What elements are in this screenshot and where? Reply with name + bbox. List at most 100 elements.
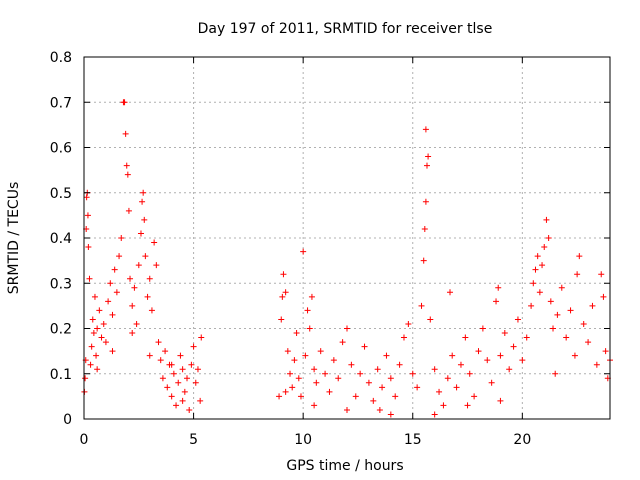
data-point — [528, 302, 535, 309]
data-point — [576, 253, 583, 260]
data-point — [105, 298, 112, 305]
data-point — [530, 280, 537, 287]
data-point — [396, 361, 403, 368]
data-point — [574, 271, 581, 278]
data-point — [194, 366, 201, 373]
data-point — [440, 402, 447, 409]
data-point — [493, 298, 500, 305]
data-point — [280, 271, 287, 278]
data-point — [571, 352, 578, 359]
data-point — [131, 284, 138, 291]
data-point — [464, 402, 471, 409]
data-point — [344, 325, 350, 332]
data-point — [116, 253, 123, 260]
data-point — [133, 320, 140, 327]
data-point — [409, 370, 416, 377]
data-point — [82, 375, 89, 382]
data-point — [479, 325, 486, 332]
data-point — [184, 375, 191, 382]
data-point — [137, 230, 144, 237]
data-point — [192, 379, 199, 386]
data-point — [83, 194, 90, 201]
data-point — [98, 334, 105, 341]
data-point — [387, 375, 394, 382]
data-point — [142, 253, 149, 260]
data-point — [153, 262, 160, 269]
data-point — [109, 311, 116, 318]
data-point — [567, 307, 574, 314]
data-point — [188, 361, 195, 368]
data-point — [291, 357, 298, 364]
data-point — [94, 325, 101, 332]
data-point — [418, 302, 425, 309]
data-point — [302, 352, 309, 359]
data-point — [457, 361, 464, 368]
data-point — [140, 189, 147, 196]
data-point — [539, 262, 546, 269]
data-point — [589, 302, 596, 309]
data-point — [129, 330, 136, 337]
data-point — [173, 402, 180, 409]
data-point — [466, 370, 473, 377]
data-point — [306, 325, 313, 332]
x-tick-label: 0 — [80, 432, 89, 448]
data-point — [181, 388, 188, 395]
data-point — [141, 216, 148, 223]
data-point — [157, 357, 164, 364]
data-point — [552, 370, 559, 377]
data-point — [276, 393, 283, 400]
data-point — [164, 384, 171, 391]
data-point — [155, 339, 162, 346]
data-point — [593, 361, 600, 368]
data-point — [558, 284, 565, 291]
data-point — [121, 99, 128, 106]
plot-frame — [83, 56, 611, 420]
data-point — [84, 212, 91, 219]
data-point — [405, 320, 412, 327]
data-point — [344, 406, 350, 413]
data-point — [282, 388, 289, 395]
data-point — [162, 348, 169, 355]
data-point — [431, 411, 438, 418]
data-point — [550, 325, 557, 332]
data-point — [387, 411, 394, 418]
data-point — [510, 343, 517, 350]
data-point — [94, 366, 101, 373]
data-point — [144, 293, 151, 300]
y-tick-label: 0.5 — [50, 186, 72, 202]
data-point — [139, 198, 146, 205]
data-point — [374, 366, 381, 373]
data-point — [423, 162, 430, 169]
data-point — [179, 366, 186, 373]
data-point — [102, 339, 109, 346]
data-point — [289, 384, 296, 391]
data-point — [497, 352, 504, 359]
y-tick-label: 0.4 — [50, 231, 72, 247]
data-point — [168, 361, 175, 368]
data-point — [400, 334, 407, 341]
y-tick-label: 0.6 — [50, 141, 72, 157]
data-point — [495, 284, 502, 291]
data-point — [287, 370, 294, 377]
data-point — [598, 271, 605, 278]
data-point — [563, 334, 570, 341]
data-points — [81, 99, 613, 418]
y-tick-label: 0.2 — [50, 322, 72, 338]
data-point — [376, 406, 383, 413]
y-tick-label: 0.3 — [50, 276, 72, 292]
data-point — [414, 384, 421, 391]
data-point — [91, 293, 98, 300]
data-point — [300, 248, 307, 255]
y-axis-label: SRMTID / TECUs — [6, 182, 22, 295]
y-tick-label: 0.1 — [50, 367, 72, 383]
data-point — [436, 388, 443, 395]
data-point — [197, 397, 204, 404]
data-point — [420, 257, 427, 264]
x-tick-label: 10 — [294, 432, 312, 448]
data-point — [357, 370, 364, 377]
data-point — [88, 343, 95, 350]
y-tick-label: 0.7 — [50, 95, 72, 111]
data-point — [100, 320, 107, 327]
data-point — [89, 316, 96, 323]
data-point — [311, 402, 318, 409]
